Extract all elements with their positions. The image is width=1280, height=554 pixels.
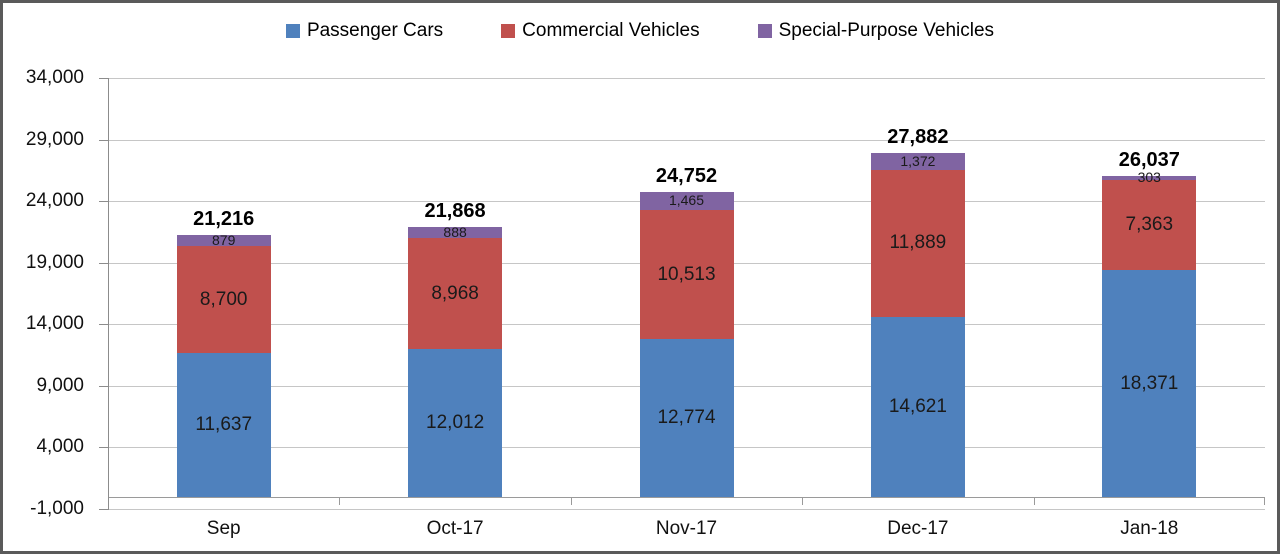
y-axis-tick <box>99 78 108 79</box>
bar-segment-value-label: 8,700 <box>199 288 248 310</box>
bar-segment-special-purpose-vehicles-nov-17 <box>639 191 734 210</box>
legend-label: Commercial Vehicles <box>522 20 700 41</box>
bar-segment-passenger-cars-dec-17 <box>870 316 965 497</box>
category-axis-tick <box>802 496 804 505</box>
y-axis-tick <box>99 262 108 264</box>
chart-legend: Passenger Cars Commercial Vehicles Special… <box>3 20 1277 42</box>
bar-segment-value-label: 879 <box>212 232 236 249</box>
legend-item-passenger-cars: Passenger Cars <box>285 20 444 42</box>
bar-segment-special-purpose-vehicles-jan-18 <box>1102 176 1197 180</box>
bar-segment-value-label: 1,372 <box>900 153 936 170</box>
bar-segment-special-purpose-vehicles-sep <box>176 235 271 247</box>
y-axis-tick-label: 24,000 <box>25 190 84 212</box>
y-axis-tick-label: 19,000 <box>25 251 84 273</box>
legend-item-special-purpose-vehicles: Special-Purpose Vehicles <box>757 20 995 42</box>
y-axis-tick-label: 9,000 <box>36 374 84 396</box>
bar-segment-passenger-cars-jan-18 <box>1102 270 1197 497</box>
bar-segment-value-label: 12,012 <box>426 411 485 433</box>
gridline <box>108 139 1265 141</box>
legend-item-commercial-vehicles: Commercial Vehicles <box>501 20 700 42</box>
x-axis-category-label: Sep <box>206 518 241 539</box>
legend-label: Special-Purpose Vehicles <box>778 20 995 41</box>
bar-segment-special-purpose-vehicles-oct-17 <box>408 227 503 239</box>
y-axis-tick <box>99 509 108 510</box>
bar-segment-passenger-cars-oct-17 <box>408 348 503 497</box>
legend-swatch-icon <box>285 24 300 38</box>
bar-segment-value-label: 888 <box>443 224 467 241</box>
bar-total-label: 21,216 <box>193 208 255 231</box>
y-axis-tick-label: 29,000 <box>25 128 84 150</box>
bar-total-label: 26,037 <box>1118 149 1180 172</box>
bar-segment-commercial-vehicles-sep <box>176 246 271 354</box>
x-axis-category-label: Dec-17 <box>887 518 949 539</box>
y-axis-tick <box>99 447 108 449</box>
y-axis-tick <box>99 385 108 387</box>
bar-total-label: 27,882 <box>887 126 949 149</box>
bar-segment-value-label: 11,637 <box>195 414 253 436</box>
bar-segment-value-label: 8,968 <box>431 282 479 304</box>
bar-segment-value-label: 14,621 <box>888 395 947 417</box>
bar-segment-passenger-cars-nov-17 <box>639 339 734 497</box>
bar-segment-value-label: 18,371 <box>1120 372 1179 394</box>
y-axis-tick-label: 14,000 <box>25 313 84 335</box>
x-axis-category-label: Oct-17 <box>426 518 484 539</box>
x-axis-category-label: Nov-17 <box>655 518 718 539</box>
legend-label: Passenger Cars <box>306 20 444 41</box>
bar-total-label: 24,752 <box>655 164 718 187</box>
bar-segment-commercial-vehicles-jan-18 <box>1102 179 1197 271</box>
bar-segment-passenger-cars-sep <box>176 353 271 497</box>
gridline <box>108 509 1265 510</box>
bar-segment-value-label: 12,774 <box>657 407 716 429</box>
bar-segment-special-purpose-vehicles-dec-17 <box>870 153 965 171</box>
plot-area: 11,637 8,700 879 21,216 12,012 8,968 888 21,868… <box>99 78 1265 510</box>
y-axis-tick-label: 34,000 <box>25 67 84 88</box>
category-axis-tick <box>1033 496 1035 505</box>
category-axis-tick <box>339 496 341 505</box>
legend-swatch-icon <box>757 24 772 38</box>
bar-segment-commercial-vehicles-nov-17 <box>639 209 734 340</box>
y-axis-line <box>108 78 109 510</box>
y-axis-tick-label: 4,000 <box>36 436 84 458</box>
category-axis-tick <box>570 496 572 505</box>
bar-segment-value-label: 303 <box>1137 169 1161 186</box>
x-axis-category-label: Jan-18 <box>1120 518 1179 539</box>
category-axis-tick <box>1264 496 1265 505</box>
y-axis-tick <box>99 139 108 141</box>
bar-segment-value-label: 1,465 <box>668 192 705 209</box>
y-axis-tick-label: -1,000 <box>30 498 84 519</box>
legend-swatch-icon <box>501 24 516 38</box>
y-axis-tick <box>99 201 108 203</box>
y-axis-tick <box>99 324 108 326</box>
bar-segment-commercial-vehicles-dec-17 <box>870 170 965 317</box>
bar-segment-commercial-vehicles-oct-17 <box>408 238 503 349</box>
bar-segment-value-label: 10,513 <box>657 263 716 285</box>
gridline <box>108 78 1265 79</box>
bar-segment-value-label: 11,889 <box>889 232 947 254</box>
category-axis-line <box>108 496 1265 498</box>
bar-total-label: 21,868 <box>424 200 486 223</box>
bar-segment-value-label: 7,363 <box>1125 214 1174 236</box>
